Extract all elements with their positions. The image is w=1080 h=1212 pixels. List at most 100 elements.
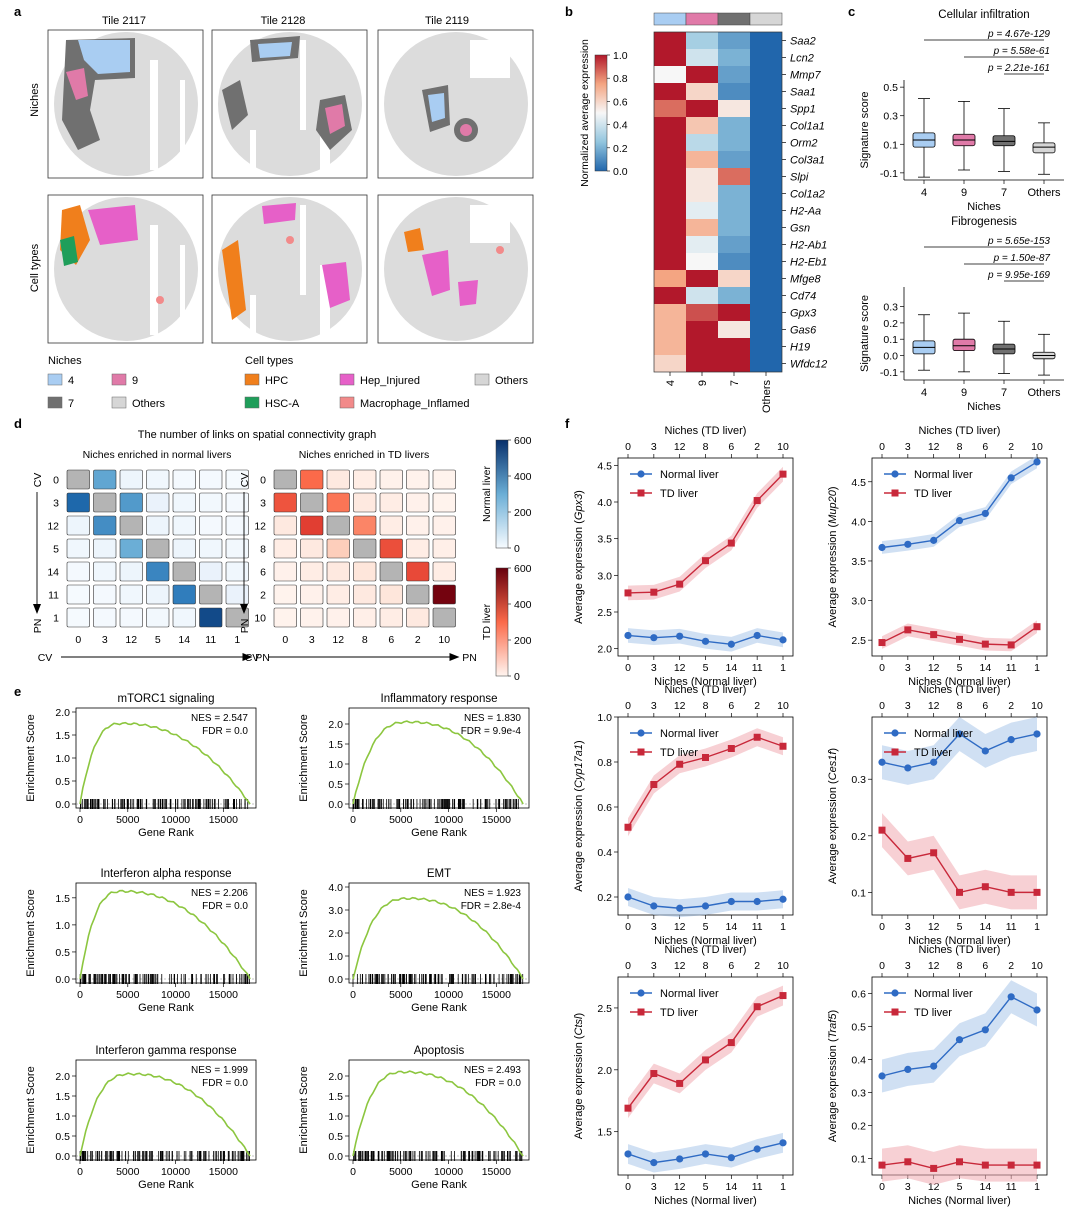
column-label: 9	[697, 380, 709, 386]
data-point-td	[930, 849, 938, 857]
connectivity-cell	[379, 538, 403, 559]
connectivity-cell	[93, 538, 117, 559]
y-tick-label: 1.5	[55, 730, 70, 742]
p-value-label: p = 5.58e-61	[993, 46, 1050, 57]
connectivity-cell	[273, 607, 297, 628]
gene-label: Spp1	[790, 104, 816, 116]
nes-label: NES = 2.493	[464, 1065, 521, 1076]
bottom-tick-label: 1	[780, 921, 786, 933]
heatmap-cell	[686, 100, 718, 117]
row-niche-label: 11	[48, 590, 59, 602]
data-point-normal	[650, 1159, 658, 1167]
column-niche-label: 11	[205, 634, 216, 646]
y-tick-label: 1.0	[328, 951, 343, 963]
data-point-normal	[676, 632, 684, 640]
column-color-bar-Others	[749, 12, 783, 26]
x-axis-label: Niches	[967, 401, 1001, 413]
column-niche-label: 2	[415, 634, 421, 646]
colorbar-tick-label: 200	[514, 635, 532, 647]
y-tick-label: 0.4	[597, 847, 612, 859]
top-tick-label: 8	[957, 441, 963, 453]
connectivity-cell	[119, 584, 143, 605]
y-tick-label: 1.0	[55, 920, 70, 932]
column-niche-label: 6	[388, 634, 394, 646]
connectivity-cell	[300, 584, 324, 605]
gene-label: H2-Eb1	[790, 257, 827, 269]
data-point-td	[779, 742, 787, 750]
heatmap-cell	[654, 321, 686, 338]
colorbar-tick-label: 0	[514, 671, 520, 683]
niche-4-region	[428, 93, 445, 122]
y-tick-label: 3.5	[851, 556, 866, 568]
plot-frame	[348, 707, 530, 809]
y-axis-label: Average expression (Ces1f)	[827, 748, 839, 884]
bottom-tick-label: 14	[979, 662, 991, 674]
data-point-normal	[930, 1062, 938, 1070]
legend-label-normal: Normal liver	[914, 469, 973, 481]
legend-marker-td	[637, 489, 645, 497]
legend-label-niche-7: 7	[68, 398, 74, 410]
connectivity-cell	[432, 469, 456, 490]
connectivity-cell	[225, 584, 249, 605]
legend-swatch-niche-7	[47, 396, 63, 409]
data-point-normal	[930, 536, 938, 544]
heatmap-cell	[718, 117, 750, 134]
y-tick-label: 2.0	[55, 1071, 70, 1083]
y-tick-label: -0.1	[880, 367, 898, 379]
confidence-band-td	[882, 620, 1037, 652]
data-point-normal	[753, 1145, 761, 1153]
x-tick-label: 5000	[389, 814, 413, 826]
row-label-niches: Niches	[29, 83, 41, 117]
x-tick-label: 7	[1001, 187, 1007, 199]
top-tick-label: 2	[1008, 441, 1014, 453]
gene-label: Saa1	[790, 87, 816, 99]
connectivity-cell	[326, 538, 350, 559]
celltype-hpc-region	[222, 240, 246, 320]
legend-label-niche-4: 4	[68, 375, 74, 387]
connectivity-cell	[225, 607, 249, 628]
celltype-legend-title: Cell types	[245, 355, 294, 367]
column-niche-label: 3	[102, 634, 108, 646]
panel-letter-e: e	[14, 684, 21, 699]
heatmap-cell	[750, 355, 782, 372]
column-niche-label: 10	[438, 634, 450, 646]
data-point-td	[956, 888, 963, 896]
gene-label: Lcn2	[790, 53, 814, 65]
p-value-label: p = 1.50e-87	[993, 253, 1051, 264]
x-tick-label: 5000	[389, 1166, 413, 1178]
connectivity-cell	[66, 469, 90, 490]
heatmap-cell	[654, 134, 686, 151]
heatmap-cell	[750, 270, 782, 287]
legend-swatch-niche-9	[111, 373, 127, 386]
top-tick-label: 12	[674, 960, 686, 972]
top-tick-label: 8	[703, 441, 709, 453]
heatmap-cell	[750, 202, 782, 219]
row-niche-label: 6	[260, 567, 266, 579]
x-tick-label: 5000	[116, 989, 140, 1001]
y-tick-label: 2.5	[851, 635, 866, 647]
connectivity-cell	[172, 515, 196, 536]
panel-letter-b: b	[565, 4, 573, 19]
y-tick-label: 0.2	[597, 892, 612, 904]
colorbar	[495, 567, 509, 677]
bottom-axis-label: Niches (Normal liver)	[908, 676, 1011, 688]
heatmap-cell	[750, 117, 782, 134]
x-tick-label: 5000	[116, 814, 140, 826]
row-niche-label: 10	[254, 613, 266, 625]
colorbar-tick-label: 200	[514, 507, 532, 519]
axis-arrow-head	[449, 653, 460, 661]
y-tick-label: 1.5	[328, 1091, 343, 1103]
y-tick-label: 0.5	[328, 779, 343, 791]
connectivity-cell	[432, 538, 456, 559]
top-tick-label: 6	[728, 700, 734, 712]
data-point-normal	[727, 640, 735, 648]
legend-marker-td	[891, 489, 899, 497]
connectivity-cell	[406, 515, 430, 536]
top-tick-label: 10	[777, 960, 789, 972]
gene-label: Orm2	[790, 138, 818, 150]
connectivity-cell	[66, 561, 90, 582]
axis-arrow-head	[33, 604, 41, 614]
heatmap-cell	[686, 287, 718, 304]
top-axis-label: Niches (TD liver)	[665, 944, 747, 956]
row-niche-label: 3	[53, 498, 59, 510]
